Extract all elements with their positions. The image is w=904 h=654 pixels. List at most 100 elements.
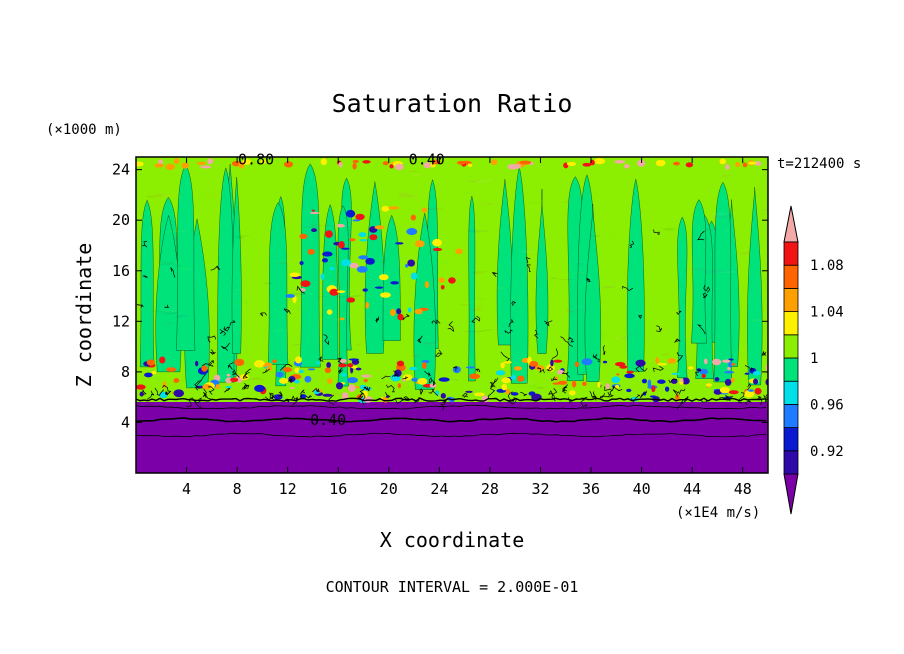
contour-fragment	[702, 292, 708, 299]
blob	[294, 379, 300, 384]
blob	[326, 362, 331, 368]
x-tick-label: 32	[531, 480, 549, 498]
contour-fragment	[188, 397, 201, 409]
contour-fragment	[142, 240, 148, 248]
blob	[349, 238, 356, 242]
contour-fragment	[231, 369, 240, 378]
blob	[396, 308, 402, 315]
contour-fragment	[551, 388, 558, 402]
contour-fragment	[551, 348, 559, 359]
contour-fragment	[639, 390, 648, 399]
blob	[144, 372, 153, 378]
contour-fragment	[561, 371, 571, 378]
blob	[613, 160, 626, 164]
contour-fragment	[358, 388, 365, 398]
blob	[339, 358, 347, 363]
blob	[685, 162, 694, 168]
blob	[615, 384, 620, 389]
blob	[194, 360, 199, 367]
contour-fragment	[202, 388, 211, 400]
contour-fragment	[548, 390, 555, 400]
x-tick-label: 20	[380, 480, 398, 498]
contour-fragment	[142, 275, 148, 279]
blob	[491, 159, 498, 166]
blob	[513, 366, 522, 371]
blob	[516, 375, 525, 382]
contour-fragment	[201, 359, 214, 367]
blob	[260, 159, 267, 164]
blob	[348, 358, 360, 361]
contour-fragment	[694, 369, 702, 377]
contour-fragment	[581, 396, 588, 401]
y-axis-label: Z coordinate	[72, 243, 96, 388]
blob	[636, 159, 646, 167]
blob	[553, 359, 563, 363]
blob	[382, 161, 389, 166]
colorbar-segment	[783, 380, 799, 405]
blob	[329, 288, 339, 296]
contour-fragment	[475, 368, 481, 373]
contour-fragment	[676, 310, 682, 315]
contour-fragment	[375, 316, 380, 323]
blob	[225, 377, 233, 384]
contour-fragment	[534, 329, 539, 339]
contour-fragment	[288, 378, 293, 383]
contour-fragment	[280, 364, 293, 371]
colorbar-label: 1.04	[810, 305, 844, 321]
blob	[469, 373, 480, 380]
contour-fragment	[567, 337, 575, 343]
blob	[671, 372, 681, 375]
blob	[381, 205, 390, 212]
blob	[728, 390, 739, 395]
contour-fragment	[592, 354, 600, 363]
contour-fragment	[219, 328, 227, 336]
contour-fragment	[562, 384, 568, 392]
blob	[495, 370, 506, 376]
contour-fragment	[428, 377, 433, 384]
contour-fragment	[299, 389, 306, 400]
blob	[455, 248, 463, 255]
blob	[713, 389, 722, 395]
contour-fragment	[678, 388, 686, 395]
blob	[594, 158, 605, 165]
blob	[752, 378, 759, 385]
contour-fragment	[318, 355, 324, 363]
contour-fragment	[761, 351, 767, 357]
blob	[748, 389, 754, 392]
contour-fragment	[453, 366, 458, 372]
contour-fragment	[491, 272, 498, 278]
blob	[465, 390, 473, 393]
contour-fragment	[747, 383, 752, 391]
blob	[705, 383, 712, 387]
contour-fragment	[763, 394, 768, 403]
blob	[641, 378, 647, 384]
blob	[582, 162, 592, 167]
x-tick-label: 12	[279, 480, 297, 498]
y-tick-label: 4	[121, 413, 130, 431]
contour-fragment	[402, 376, 408, 380]
blob	[651, 385, 656, 393]
blob	[566, 161, 577, 166]
blob	[616, 373, 620, 376]
blob	[335, 382, 344, 390]
blob	[395, 242, 404, 245]
blob	[313, 389, 320, 395]
contour-fragment	[424, 370, 431, 377]
blob	[230, 377, 239, 383]
blob	[752, 370, 762, 376]
contour-fragment	[676, 399, 684, 410]
blob	[519, 160, 532, 165]
blob	[365, 301, 370, 309]
blob	[329, 267, 336, 271]
contour-fragment	[224, 387, 231, 393]
blob	[362, 288, 368, 292]
x-tick-label: 8	[233, 480, 242, 498]
blob	[234, 358, 245, 367]
blob	[285, 293, 296, 298]
blob	[311, 228, 317, 233]
blob	[421, 362, 427, 370]
blob	[550, 359, 554, 367]
contour-fragment	[602, 391, 614, 398]
blob	[358, 255, 369, 260]
